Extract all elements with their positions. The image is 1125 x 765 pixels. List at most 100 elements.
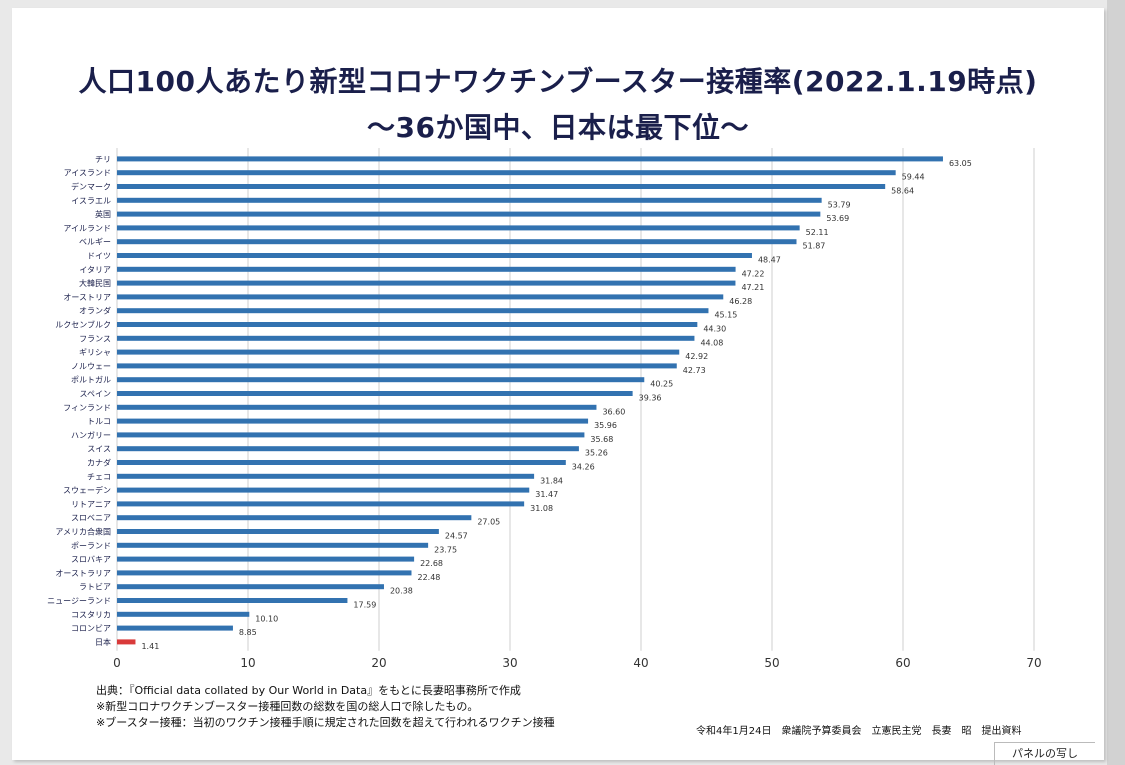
bar — [117, 308, 709, 314]
bar — [117, 404, 597, 410]
data-label: 45.15 — [714, 311, 737, 320]
category-label: ギリシャ — [79, 348, 111, 357]
category-label: ポーランド — [71, 541, 111, 550]
category-label: ポルトガル — [71, 375, 111, 385]
category-label: リトアニア — [71, 500, 111, 509]
data-label: 20.38 — [390, 587, 413, 596]
bar — [117, 460, 566, 465]
page-edge — [1107, 0, 1125, 765]
x-tick-label: 0 — [113, 656, 121, 670]
data-label: 17.59 — [353, 601, 376, 610]
data-label: 59.44 — [902, 173, 925, 182]
category-label: スロベニア — [71, 514, 111, 523]
data-label: 22.68 — [420, 559, 443, 568]
bar — [117, 473, 535, 479]
category-label: ベルギー — [79, 238, 111, 247]
data-label: 47.22 — [742, 269, 765, 278]
bar — [117, 598, 348, 603]
category-label: チリ — [95, 155, 111, 164]
submission-footer: 令和4年1月24日 衆議院予算委員会 立憲民主党 長妻 昭 提出資料 — [696, 726, 1022, 737]
bar — [117, 556, 415, 562]
category-label: カナダ — [87, 458, 111, 468]
category-label: ドイツ — [87, 252, 111, 261]
bar — [117, 391, 633, 396]
data-label: 1.41 — [141, 642, 159, 651]
bar — [117, 529, 439, 534]
bar — [117, 170, 896, 176]
panel-copy-label: パネルの写し — [994, 742, 1095, 765]
category-label: スロバキア — [71, 555, 111, 564]
data-label: 63.05 — [949, 159, 972, 168]
data-label: 31.08 — [530, 504, 553, 513]
data-label: 27.05 — [477, 518, 500, 527]
category-label: スイス — [87, 445, 111, 454]
data-label: 48.47 — [758, 256, 781, 265]
data-label: 42.92 — [685, 352, 708, 361]
bar — [117, 446, 579, 452]
category-label: オランダ — [79, 306, 111, 316]
bar — [117, 253, 752, 258]
category-label: ノルウェー — [71, 362, 111, 371]
bar — [117, 377, 645, 383]
data-labels: 63.05 59.44 58.64 53.79 53.69 52.11 51.87 48.47… — [141, 159, 971, 651]
bar — [117, 542, 429, 548]
category-label: アイルランド — [63, 224, 111, 233]
bar — [117, 501, 525, 507]
x-tick-label: 40 — [633, 656, 648, 670]
category-label: 大韓民国 — [79, 278, 111, 288]
data-label: 24.57 — [445, 532, 468, 541]
category-label: オーストラリア — [55, 569, 111, 578]
grid-lines — [116, 148, 1035, 651]
bar — [117, 280, 736, 286]
data-label: 35.26 — [585, 449, 608, 458]
bar — [117, 225, 800, 231]
category-label: オーストリア — [63, 293, 111, 302]
bar — [117, 184, 886, 189]
bar — [117, 197, 822, 203]
data-label: 23.75 — [434, 545, 457, 554]
bar — [117, 266, 736, 272]
source-note: 出典：『Official data collated by Our World … — [96, 684, 521, 697]
x-tick-label: 30 — [502, 656, 517, 670]
category-label: ルクセンブルク — [55, 320, 111, 330]
bar — [117, 432, 585, 438]
bars — [117, 156, 943, 645]
data-label: 31.47 — [535, 490, 558, 499]
category-label: コスタリカ — [71, 610, 111, 619]
bar — [117, 335, 695, 341]
bar — [117, 349, 680, 355]
bar — [117, 639, 136, 645]
definition-note: ※新型コロナワクチンブースター接種回数の総数を国の総人口で除したもの。 — [96, 700, 479, 713]
data-label: 44.08 — [700, 338, 723, 347]
data-label: 47.21 — [741, 283, 764, 292]
data-label: 52.11 — [806, 228, 829, 237]
data-label: 53.69 — [826, 214, 849, 223]
category-label: フィンランド — [63, 403, 111, 412]
bar — [117, 418, 589, 424]
x-axis-ticks: 0 10 20 30 40 50 60 70 — [113, 656, 1041, 670]
x-tick-label: 70 — [1026, 656, 1041, 670]
data-label: 58.64 — [891, 187, 914, 196]
booster-note: ※ブースター接種：当初のワクチン接種手順に規定された回数を超えて行われるワクチン… — [96, 716, 555, 729]
category-label: アイスランド — [64, 169, 111, 178]
category-label: トルコ — [87, 417, 111, 426]
category-label: デンマーク — [71, 182, 111, 192]
category-label: 日本 — [95, 637, 111, 647]
data-label: 39.36 — [639, 394, 662, 403]
x-tick-label: 10 — [240, 656, 255, 670]
bar — [117, 156, 943, 162]
data-label: 44.30 — [703, 325, 726, 334]
data-label: 8.85 — [239, 628, 257, 637]
category-label: ニュージーランド — [47, 597, 111, 606]
panel: 人口100人あたり新型コロナワクチンブースター接種率(2022.1.19時点) … — [12, 8, 1104, 765]
category-label: アメリカ合衆国 — [55, 527, 111, 537]
chart-title: 人口100人あたり新型コロナワクチンブースター接種率(2022.1.19時点) — [78, 65, 1038, 98]
category-label: イタリア — [79, 265, 111, 274]
bar — [117, 211, 821, 217]
category-label: 英国 — [95, 209, 111, 219]
bar — [117, 239, 797, 245]
bar — [117, 515, 472, 521]
data-label: 31.84 — [540, 476, 563, 485]
x-tick-label: 60 — [895, 656, 910, 670]
category-label: フランス — [79, 334, 111, 343]
